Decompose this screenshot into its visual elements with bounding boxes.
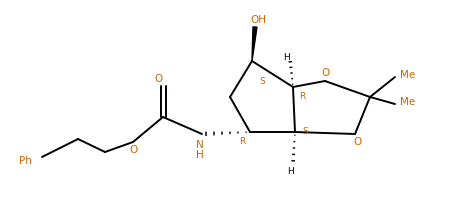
Text: O: O [354, 136, 362, 146]
Text: OH: OH [250, 15, 266, 25]
Text: R: R [239, 137, 245, 146]
Text: H: H [196, 149, 204, 159]
Text: O: O [129, 144, 137, 154]
Text: R: R [299, 92, 305, 101]
Polygon shape [252, 28, 257, 62]
Text: N: N [196, 139, 204, 149]
Text: O: O [154, 74, 162, 84]
Text: S: S [302, 127, 308, 136]
Text: Me: Me [400, 70, 415, 80]
Text: O: O [321, 68, 329, 78]
Text: Me: Me [400, 96, 415, 106]
Text: Ph: Ph [19, 155, 32, 165]
Text: H: H [284, 52, 290, 61]
Text: H: H [288, 167, 294, 176]
Text: S: S [259, 77, 265, 86]
